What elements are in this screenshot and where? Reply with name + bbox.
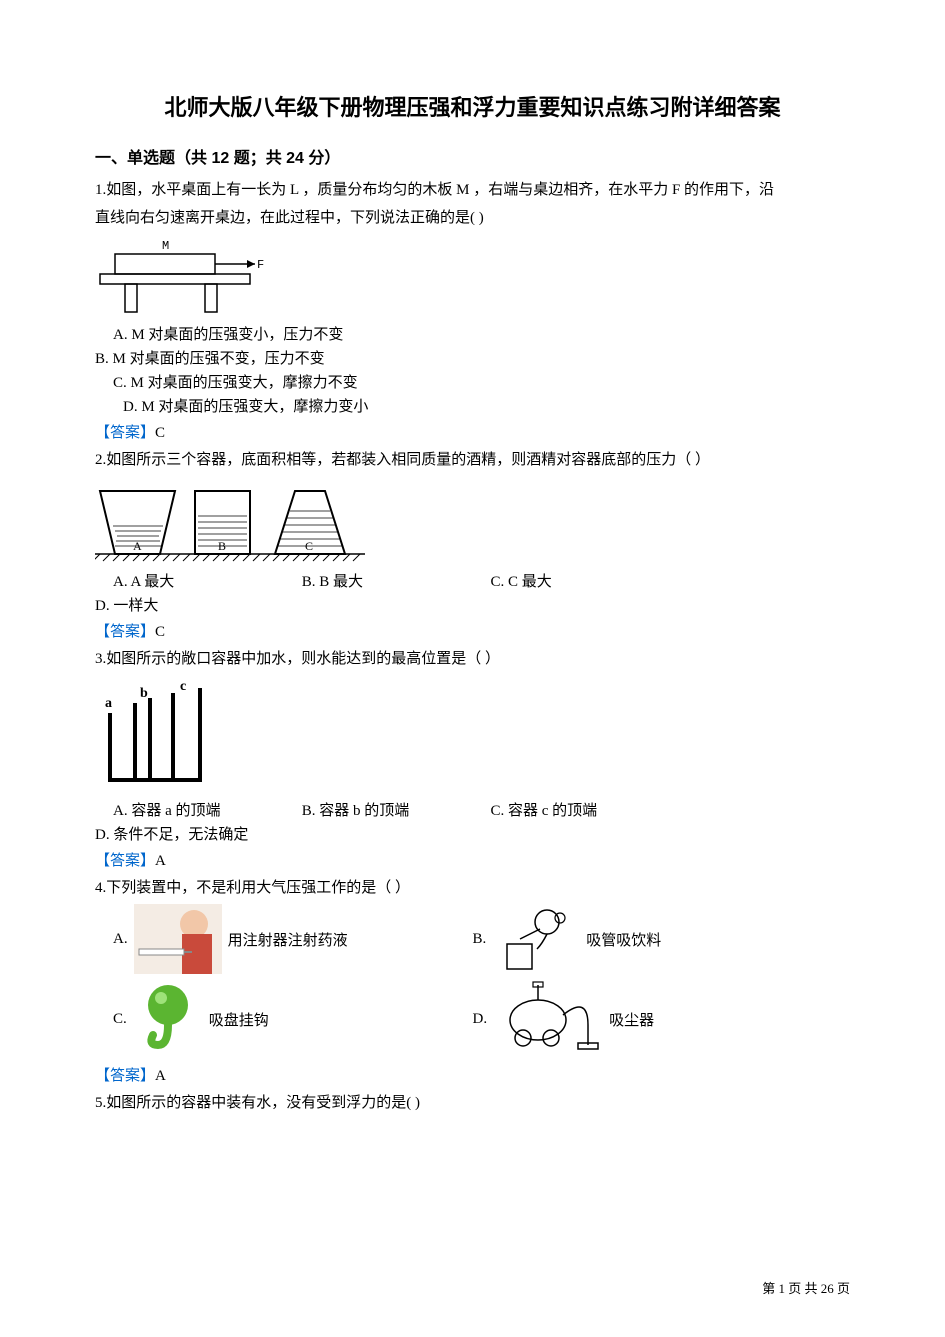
q3-figure: a b c <box>95 675 850 795</box>
q4-stem: 4.下列装置中，不是利用大气压强工作的是（ ） <box>95 876 850 900</box>
q1-fig-label-M: M <box>162 239 169 253</box>
q1-optC: C. M 对桌面的压强变大，摩擦力不变 <box>95 371 491 395</box>
doc-title: 北师大版八年级下册物理压强和浮力重要知识点练习附详细答案 <box>95 90 850 122</box>
q4-imgA-syringe-icon <box>134 904 222 974</box>
q4-optA-label: 用注射器注射药液 <box>228 929 348 950</box>
q2-optD: D. 一样大 <box>95 594 284 618</box>
q1-answer: 【答案】C <box>95 421 850 442</box>
q1-optA: A. M 对桌面的压强变小，压力不变 <box>95 323 491 347</box>
q4-optC-label: 吸盘挂钩 <box>209 1009 269 1030</box>
q4-imgB-straw-icon <box>492 904 580 974</box>
q1-options: A. M 对桌面的压强变小，压力不变 B. M 对桌面的压强不变，压力不变 C.… <box>95 323 850 419</box>
q4-optB-prefix: B. <box>473 931 487 948</box>
q4-optD-prefix: D. <box>473 1011 488 1028</box>
q4-row-cd: C. 吸盘挂钩 D. <box>95 980 850 1058</box>
answer-label: 【答案】 <box>95 425 155 441</box>
q2-optC: C. C 最大 <box>491 570 680 594</box>
q1-answer-value: C <box>155 425 165 441</box>
q3-answer-value: A <box>155 853 166 869</box>
q1-stem-line2: 直线向右匀速离开桌边，在此过程中，下列说法正确的是( ) <box>95 206 850 230</box>
section-header: 一、单选题（共 12 题；共 24 分） <box>95 144 850 168</box>
q4-optD-label: 吸尘器 <box>609 1009 654 1030</box>
q2-stem: 2.如图所示三个容器，底面积相等，若都装入相同质量的酒精，则酒精对容器底部的压力… <box>95 448 850 472</box>
q4-optB: B. 吸管吸饮料 <box>473 904 851 974</box>
q2-fig-C: C <box>305 539 313 553</box>
q4-row-ab: A. 用注射器注射药液 B. <box>95 904 850 974</box>
q4-optB-label: 吸管吸饮料 <box>586 929 661 950</box>
q3-optA: A. 容器 a 的顶端 <box>95 799 302 823</box>
q4-answer-value: A <box>155 1068 166 1084</box>
q3-fig-b: b <box>140 686 148 701</box>
q3-optB: B. 容器 b 的顶端 <box>302 799 491 823</box>
q4-imgC-suction-hook-icon <box>133 980 203 1058</box>
q2-optB: B. B 最大 <box>302 570 491 594</box>
q3-options: A. 容器 a 的顶端 B. 容器 b 的顶端 C. 容器 c 的顶端 D. 条… <box>95 799 850 847</box>
q2-answer: 【答案】C <box>95 620 850 641</box>
q2-options: A. A 最大 B. B 最大 C. C 最大 D. 一样大 <box>95 570 850 618</box>
q3-fig-c: c <box>180 679 186 694</box>
q2-optA: A. A 最大 <box>95 570 302 594</box>
answer-label: 【答案】 <box>95 624 155 640</box>
q5-stem: 5.如图所示的容器中装有水，没有受到浮力的是( ) <box>95 1091 850 1115</box>
q3-figure-svg: a b c <box>95 675 225 795</box>
answer-label: 【答案】 <box>95 1068 155 1084</box>
q2-answer-value: C <box>155 624 165 640</box>
q2-figure-svg: A B C <box>95 476 365 566</box>
q4-optA: A. 用注射器注射药液 <box>95 904 473 974</box>
q4-optC: C. 吸盘挂钩 <box>95 980 473 1058</box>
q3-optD: D. 条件不足，无法确定 <box>95 823 284 847</box>
q1-optB: B. M 对桌面的压强不变，压力不变 <box>95 347 473 371</box>
q4-optD: D. 吸尘器 <box>473 980 851 1058</box>
answer-label: 【答案】 <box>95 853 155 869</box>
q3-fig-a: a <box>105 696 112 711</box>
q4-optA-prefix: A. <box>95 931 128 948</box>
q3-stem: 3.如图所示的敞口容器中加水，则水能达到的最高位置是（ ） <box>95 647 850 671</box>
q3-optC: C. 容器 c 的顶端 <box>491 799 680 823</box>
q1-figure: M F <box>95 234 850 319</box>
q1-optD: D. M 对桌面的压强变大，摩擦力变小 <box>95 395 501 419</box>
q3-answer: 【答案】A <box>95 849 850 870</box>
q1-figure-svg: M F <box>95 234 265 319</box>
q2-fig-B: B <box>218 539 226 553</box>
page-root: 北师大版八年级下册物理压强和浮力重要知识点练习附详细答案 一、单选题（共 12 … <box>0 0 945 1337</box>
q1-stem-line1: 1.如图，水平桌面上有一长为 L ，质量分布均匀的木板 M ，右端与桌边相齐，在… <box>95 178 850 202</box>
q4-optC-prefix: C. <box>95 1011 127 1028</box>
page-footer: 第 1 页 共 26 页 <box>762 1278 850 1297</box>
q2-fig-A: A <box>133 539 142 553</box>
q4-imgD-vacuum-icon <box>493 980 603 1058</box>
q1-fig-label-F: F <box>257 258 264 272</box>
q2-figure: A B C <box>95 476 850 566</box>
q4-answer: 【答案】A <box>95 1064 850 1085</box>
